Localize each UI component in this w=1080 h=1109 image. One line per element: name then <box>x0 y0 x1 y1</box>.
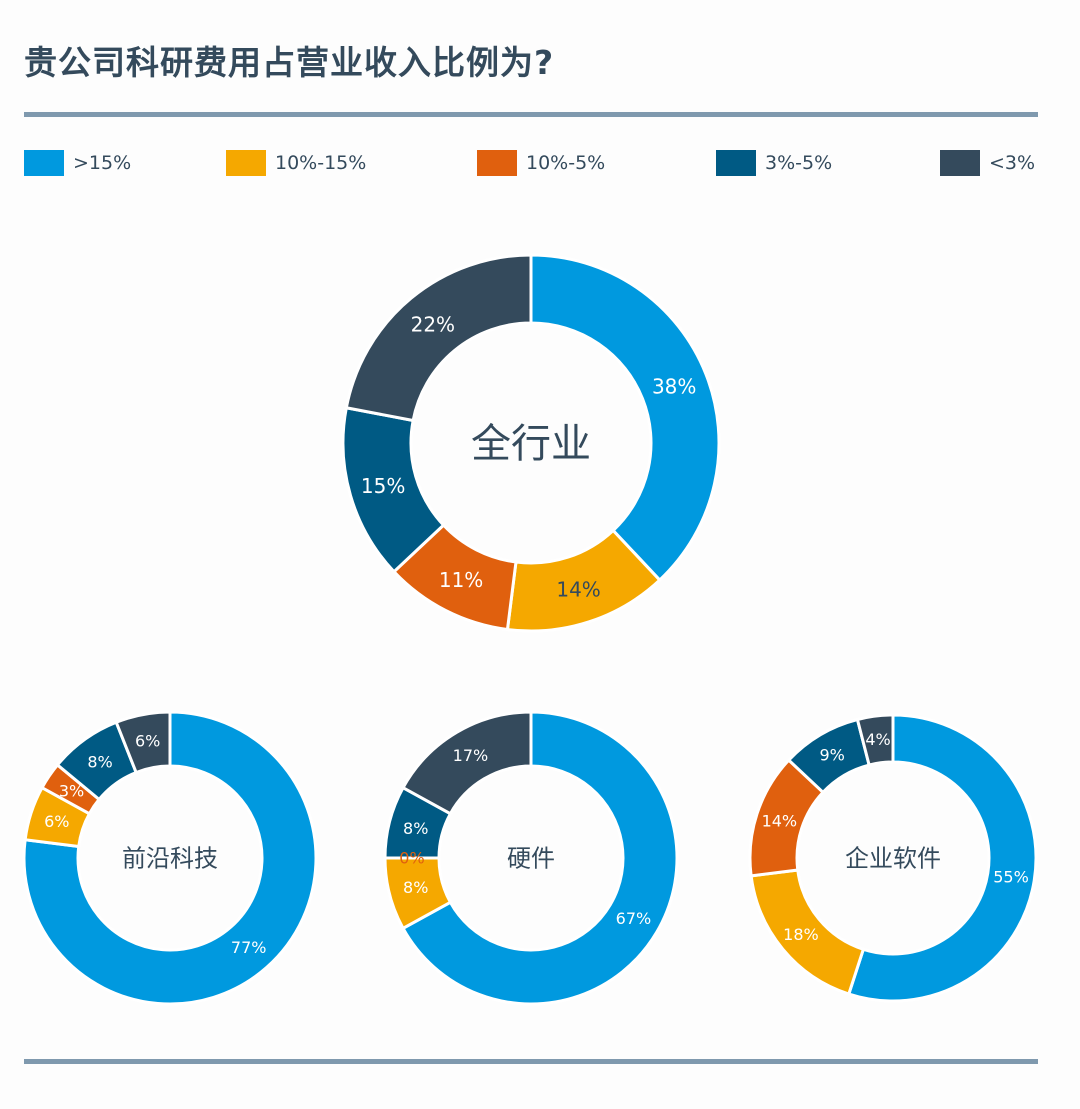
data-label: 22% <box>411 312 455 336</box>
legend-item: 10%-15% <box>226 150 366 176</box>
data-label: 3% <box>59 782 84 801</box>
bottom-divider <box>24 1059 1038 1064</box>
donut-segment <box>855 713 895 767</box>
donut-segment <box>22 710 318 1006</box>
center-label: 前沿科技 <box>122 844 218 872</box>
data-label: 38% <box>652 374 696 398</box>
legend-label: >15% <box>73 152 132 174</box>
data-label: 8% <box>403 878 428 897</box>
data-label: 8% <box>87 752 112 771</box>
data-label: 14% <box>762 812 798 831</box>
legend-label: 3%-5% <box>765 152 833 174</box>
legend-item: <3% <box>940 150 1035 176</box>
center-label: 企业软件 <box>845 844 941 872</box>
data-label: 77% <box>231 938 267 957</box>
data-label: 17% <box>453 746 489 765</box>
data-label: 15% <box>361 474 405 498</box>
legend-item: >15% <box>24 150 131 176</box>
legend-label: <3% <box>989 152 1036 174</box>
legend-swatch <box>477 150 517 176</box>
legend-swatch <box>24 150 64 176</box>
legend-swatch <box>716 150 756 176</box>
center-label: 硬件 <box>507 844 555 872</box>
legend-item: 3%-5% <box>716 150 832 176</box>
donut-chart: 77% 6% 3%8% 6% 前沿科技 <box>22 710 318 1006</box>
legend-swatch <box>226 150 266 176</box>
donut-segment <box>114 710 172 775</box>
top-divider <box>24 112 1038 117</box>
data-label: 9% <box>819 746 844 765</box>
donut-segment <box>846 713 1038 1003</box>
legend-label: 10%-15% <box>275 152 367 174</box>
legend-swatch <box>940 150 980 176</box>
data-label: 11% <box>439 568 483 592</box>
chart-title: 贵公司科研费用占营业收入比例为? <box>24 43 555 82</box>
donut-chart: 67% 8% 0% 8% 17% 硬件 <box>383 710 679 1006</box>
legend-item: 10%-5% <box>477 150 605 176</box>
legend-label: 10%-5% <box>526 152 606 174</box>
donut-segment <box>401 710 679 1006</box>
data-label: 14% <box>556 577 600 601</box>
data-label: 18% <box>783 925 819 944</box>
donut-segment <box>344 253 533 423</box>
data-label: 6% <box>135 732 160 751</box>
data-label: 0% <box>399 849 424 868</box>
donut-chart: 55% 18% 14% 9% 4% 企业软件 <box>748 713 1038 1003</box>
data-label: 8% <box>403 819 428 838</box>
data-label: 6% <box>44 812 69 831</box>
donut-segment <box>529 253 721 583</box>
donut-segment <box>401 710 533 816</box>
center-label: 全行业 <box>471 421 591 467</box>
donut-chart: 38% 14% 11% 15% 22% 全行业 <box>341 253 721 633</box>
data-label: 4% <box>865 730 890 749</box>
data-label: 67% <box>616 909 652 928</box>
data-label: 55% <box>993 867 1029 886</box>
legend: >15% 10%-15% 10%-5% 3%-5% <3% <box>24 150 1044 178</box>
